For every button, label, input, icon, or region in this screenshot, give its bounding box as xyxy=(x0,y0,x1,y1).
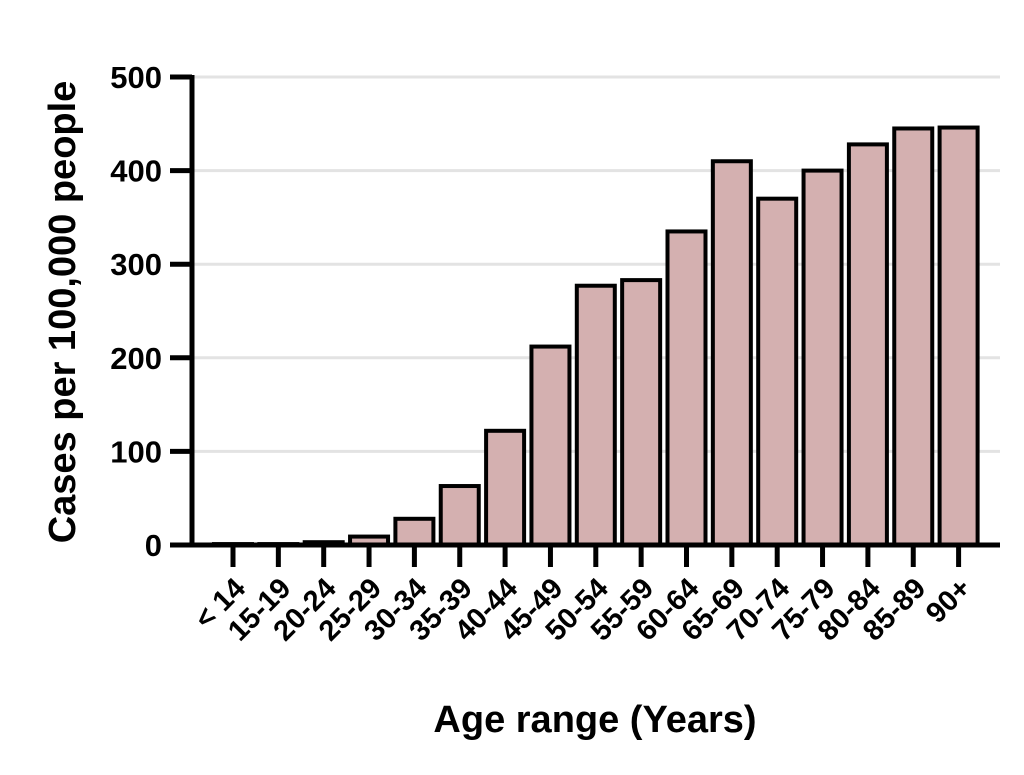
bar xyxy=(892,126,935,547)
x-tick-label: 90+ xyxy=(920,572,977,629)
bar xyxy=(937,125,980,547)
bar xyxy=(846,142,889,547)
y-axis-label: Cases per 100,000 people xyxy=(42,81,84,544)
bar xyxy=(574,283,617,547)
x-axis-label: Age range (Years) xyxy=(433,699,756,741)
bar xyxy=(438,484,481,548)
bar xyxy=(710,159,753,548)
bar xyxy=(484,428,527,548)
y-axis-ticks: 0 100 200 300 400 500 xyxy=(110,60,192,563)
y-tick-label: 200 xyxy=(110,341,162,376)
bar xyxy=(801,168,844,547)
bar xyxy=(665,229,708,547)
y-tick-label: 400 xyxy=(110,154,162,189)
bar xyxy=(756,196,799,547)
bar xyxy=(393,516,436,547)
x-axis-ticks: < 1415-1920-2425-2930-3435-3940-4445-495… xyxy=(189,545,978,647)
y-tick-label: 100 xyxy=(110,434,162,469)
y-tick-label: 500 xyxy=(110,60,162,95)
bars xyxy=(212,125,980,548)
bar xyxy=(529,344,572,547)
bar xyxy=(620,278,663,547)
y-tick-label: 0 xyxy=(145,528,162,563)
y-tick-label: 300 xyxy=(110,247,162,282)
